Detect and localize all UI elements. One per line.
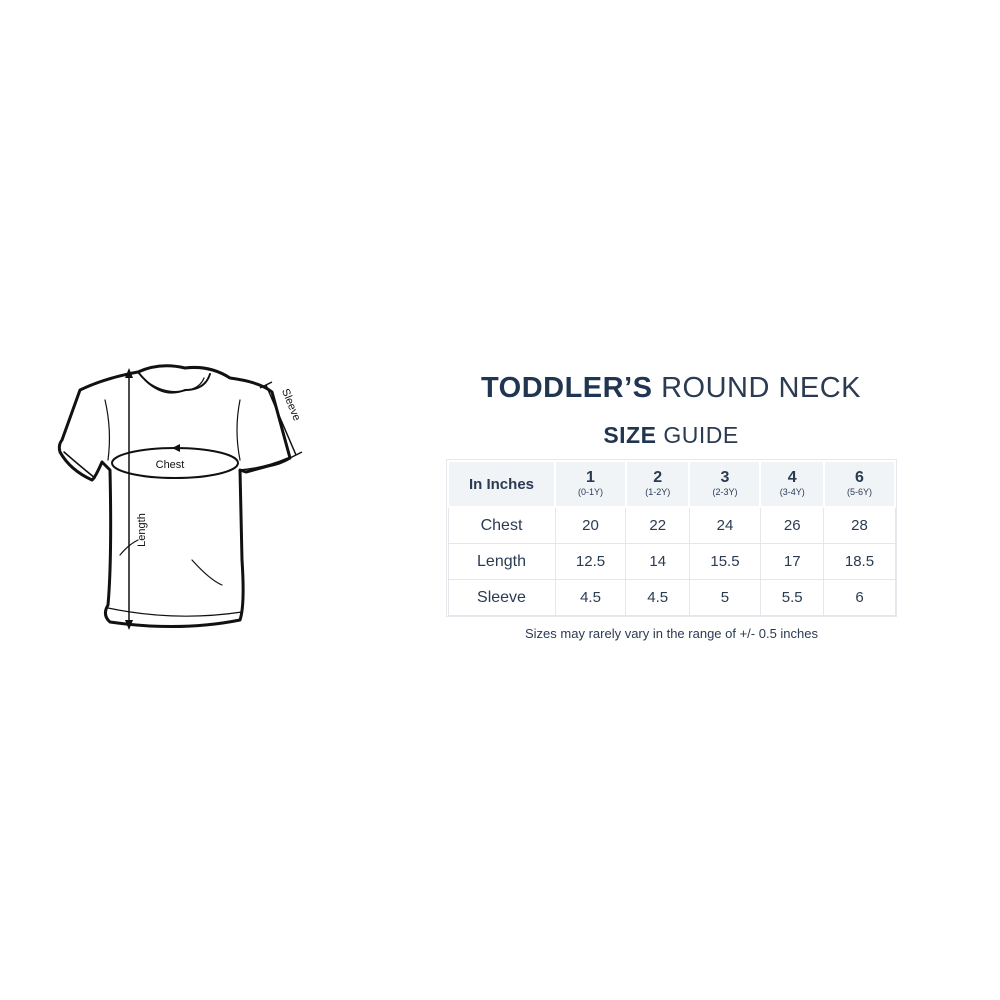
table-cell: 18.5 [823, 543, 896, 580]
table-cell: 14 [625, 543, 690, 580]
size-number: 3 [720, 469, 730, 486]
length-label: Length [136, 513, 148, 547]
title-light: ROUND NECK [661, 372, 862, 404]
tshirt-diagram: Chest Length Sleeve [57, 364, 303, 630]
table-cell: 24 [688, 506, 761, 544]
corner-header: In Inches [447, 460, 556, 508]
size-number: 4 [787, 469, 797, 486]
size-table: In Inches 1 (0-1Y) 2 (1-2Y) 3 (2-3Y) 4 (3-4Y… [446, 459, 897, 617]
table-cell: 26 [759, 506, 825, 544]
table-cell: 6 [823, 579, 896, 616]
subtitle-light: GUIDE [663, 422, 739, 448]
table-cell: 5.5 [759, 579, 825, 616]
row-label: Chest [447, 506, 556, 544]
size-number: 6 [855, 469, 864, 486]
shirt-outline [57, 364, 292, 629]
size-age: (1-2Y) [645, 487, 671, 497]
length-arrow-down-icon [125, 620, 133, 630]
length-arrow-up-icon [125, 368, 133, 378]
table-cell: 5 [688, 579, 761, 616]
title-bold: TODDLER’S [480, 372, 653, 404]
table-row: Chest 20 22 24 26 28 [447, 506, 896, 544]
size-age: (3-4Y) [779, 487, 805, 497]
subtitle-bold: SIZE [603, 422, 657, 448]
table-row: Length 12.5 14 15.5 17 18.5 [447, 543, 896, 580]
size-note: Sizes may rarely vary in the range of +/… [525, 626, 818, 641]
page-title: TODDLER’S ROUND NECK [447, 372, 895, 405]
size-number: 2 [653, 469, 663, 486]
page-subtitle: SIZE GUIDE [447, 422, 895, 449]
table-cell: 4.5 [554, 579, 627, 616]
table-cell: 28 [823, 506, 896, 544]
table-cell: 12.5 [554, 543, 627, 580]
size-header: 6 (5-6Y) [822, 460, 897, 508]
size-age: (5-6Y) [846, 487, 872, 497]
size-age: (2-3Y) [712, 487, 738, 497]
size-age: (0-1Y) [577, 487, 603, 497]
chest-arrow-icon [172, 444, 180, 452]
size-header: 3 (2-3Y) [688, 460, 762, 508]
size-number: 1 [586, 469, 595, 486]
table-cell: 17 [759, 543, 825, 580]
table-row: Sleeve 4.5 4.5 5 5.5 6 [447, 579, 896, 616]
table-cell: 15.5 [688, 543, 761, 580]
table-cell: 4.5 [625, 579, 690, 616]
row-label: Sleeve [447, 579, 556, 616]
size-header: 2 (1-2Y) [624, 460, 691, 508]
chest-label: Chest [156, 459, 185, 471]
row-label: Length [447, 543, 556, 580]
size-header: 4 (3-4Y) [759, 460, 825, 508]
sleeve-measure [259, 381, 303, 459]
table-cell: 22 [625, 506, 690, 544]
sleeve-label: Sleeve [279, 387, 303, 423]
size-header: 1 (0-1Y) [554, 460, 627, 508]
table-header-row: In Inches 1 (0-1Y) 2 (1-2Y) 3 (2-3Y) 4 (3-4Y… [447, 460, 897, 508]
table-cell: 20 [554, 506, 627, 544]
